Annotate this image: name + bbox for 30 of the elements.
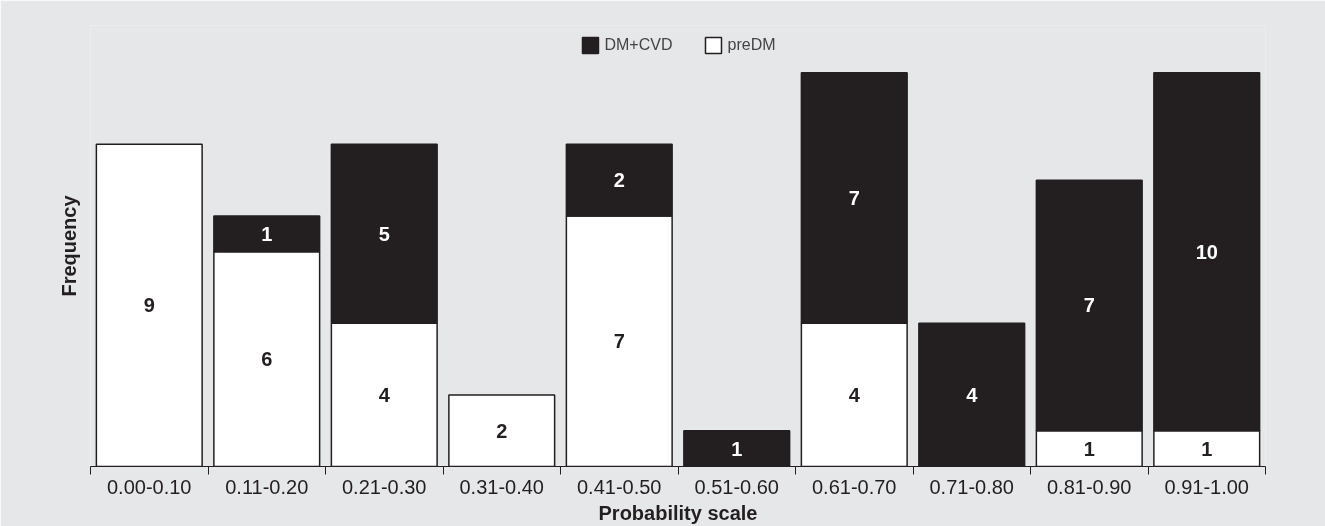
data-label: 1 <box>261 222 273 245</box>
data-label: 5 <box>378 222 390 245</box>
x-tick-label: 0.11-0.20 <box>225 475 309 498</box>
data-label: 7 <box>613 330 625 353</box>
x-tick-label: 0.91-1.00 <box>1164 475 1250 498</box>
x-tick-label: 0.51-0.60 <box>694 475 780 498</box>
data-label: 2 <box>613 169 625 192</box>
data-label: 10 <box>1195 240 1218 263</box>
y-axis-title: Frequency <box>57 194 80 297</box>
data-label: 1 <box>731 437 743 460</box>
data-label: 9 <box>143 294 155 317</box>
x-tick-label: 0.71-0.80 <box>929 475 1015 498</box>
x-tick-label: 0.41-0.50 <box>576 475 662 498</box>
x-tick-label: 0.31-0.40 <box>459 475 545 498</box>
data-label: 1 <box>1201 437 1213 460</box>
x-tick-label: 0.21-0.30 <box>341 475 427 498</box>
data-label: 6 <box>261 348 273 371</box>
legend-label: DM+CVD <box>604 36 673 54</box>
data-label: 2 <box>496 419 508 442</box>
data-label: 4 <box>966 383 979 406</box>
data-label: 4 <box>848 383 861 406</box>
data-label: 7 <box>848 187 860 210</box>
x-tick-label: 0.81-0.90 <box>1046 475 1132 498</box>
data-label: 1 <box>1083 437 1095 460</box>
x-axis-title: Probability scale <box>598 501 758 524</box>
x-tick-label: 0.61-0.70 <box>811 475 897 498</box>
data-label: 4 <box>378 383 391 406</box>
x-tick-label: 0.00-0.10 <box>106 475 192 498</box>
legend-label: preDM <box>727 36 776 54</box>
data-label: 7 <box>1083 294 1095 317</box>
